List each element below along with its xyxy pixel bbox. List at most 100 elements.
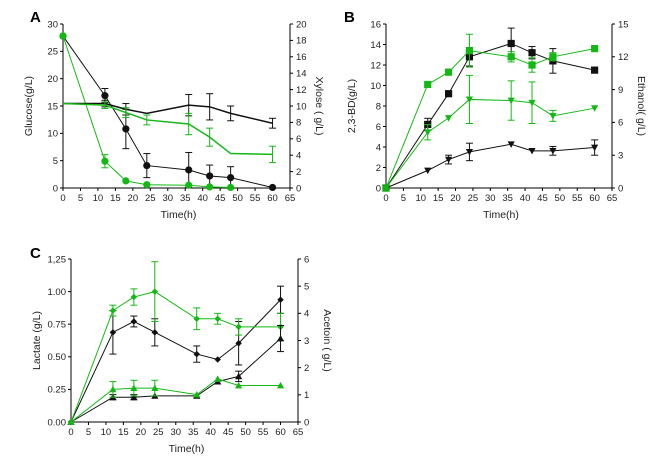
- data-point: [235, 339, 242, 347]
- x-axis-label: Time(h): [169, 443, 205, 455]
- x-tick-label: 5: [78, 193, 83, 204]
- y-tick-label-right: 6: [618, 118, 623, 129]
- y-tick-label-left: 1,25: [48, 254, 67, 265]
- data-point: [277, 296, 284, 303]
- series-3: [62, 101, 277, 164]
- data-point: [528, 49, 536, 57]
- data-point: [507, 39, 515, 48]
- data-point: [382, 185, 390, 192]
- x-tick-label: 65: [285, 193, 296, 204]
- y-tick-label-left: 0: [53, 183, 58, 194]
- x-tick-label: 15: [118, 427, 129, 438]
- y-axis-label-right: Xylose ( g/L): [313, 77, 325, 136]
- series-3: [67, 375, 285, 425]
- data-point: [591, 105, 599, 112]
- data-point: [444, 90, 453, 98]
- y-tick-label-left: 6: [376, 122, 381, 133]
- y-tick-label-right: 12: [296, 85, 307, 96]
- data-point: [101, 92, 109, 100]
- x-tick-label: 40: [197, 193, 208, 204]
- x-tick-label: 65: [607, 193, 618, 204]
- x-tick-label: 45: [537, 193, 548, 204]
- x-tick-label: 30: [170, 427, 181, 438]
- panel-label: A: [30, 9, 41, 26]
- y-tick-label-right: 0: [618, 183, 623, 194]
- y-tick-label-left: 0: [376, 183, 381, 194]
- x-tick-label: 0: [68, 427, 73, 438]
- data-point: [424, 167, 432, 175]
- y-tick-label-left: 20: [47, 74, 58, 85]
- y-tick-label-left: 0.50: [48, 352, 67, 363]
- y-tick-label-right: 5: [304, 281, 309, 292]
- data-point: [206, 183, 214, 191]
- series-3: [382, 74, 599, 192]
- x-tick-label: 0: [60, 193, 65, 204]
- panel-label: B: [344, 9, 355, 26]
- panel-b: B0 5 10 15 20 25 30 35 40 45 50 55 60 650246810121416…: [344, 9, 647, 221]
- series-line: [62, 35, 273, 188]
- y-tick-label-left: 10: [47, 129, 58, 140]
- data-point: [591, 144, 599, 152]
- x-tick-label: 50: [232, 193, 243, 204]
- data-point: [424, 129, 432, 136]
- x-tick-label: 25: [468, 193, 479, 204]
- y-tick-label-right: 6: [304, 254, 309, 265]
- y-tick-label-right: 16: [296, 52, 307, 63]
- series-line: [70, 378, 281, 423]
- data-point: [193, 315, 200, 323]
- series-line: [385, 98, 595, 189]
- x-tick-label: 5: [401, 193, 406, 204]
- y-tick-label-left: 8: [376, 101, 381, 112]
- y-tick-label-right: 1: [304, 390, 309, 401]
- data-point: [465, 96, 474, 104]
- x-tick-label: 30: [162, 193, 173, 204]
- data-point: [549, 53, 557, 61]
- series-0: [59, 32, 277, 192]
- data-point: [507, 53, 515, 61]
- x-tick-label: 45: [215, 193, 226, 204]
- x-axis-label: Time(h): [161, 209, 197, 221]
- data-point: [235, 372, 243, 380]
- data-point: [130, 293, 138, 301]
- series-1: [59, 32, 235, 192]
- data-point: [143, 161, 151, 170]
- y-tick-label-right: 8: [296, 118, 301, 129]
- data-point: [109, 329, 117, 336]
- data-point: [109, 385, 117, 393]
- y-tick-label-right: 9: [618, 85, 623, 96]
- data-point: [227, 174, 235, 182]
- x-tick-label: 20: [136, 427, 147, 438]
- panel-label: C: [30, 245, 41, 262]
- data-point: [507, 141, 515, 148]
- x-tick-label: 25: [145, 193, 156, 204]
- y-tick-label-left: 16: [370, 19, 381, 30]
- y-tick-label-left: 14: [370, 40, 381, 51]
- series-line: [70, 291, 281, 423]
- y-tick-label-right: 2: [304, 363, 309, 374]
- y-tick-label-right: 4: [304, 309, 309, 320]
- x-tick-label: 5: [86, 427, 91, 438]
- data-point: [444, 68, 453, 76]
- y-tick-label-left: 12: [370, 60, 381, 71]
- data-point: [193, 350, 200, 358]
- data-point: [214, 356, 221, 363]
- data-point: [591, 66, 599, 74]
- x-tick-label: 55: [250, 193, 261, 204]
- y-tick-label-right: 15: [618, 19, 629, 30]
- data-point: [206, 172, 214, 180]
- x-tick-label: 10: [415, 193, 426, 204]
- y-tick-label-left: 1.00: [48, 287, 67, 298]
- y-axis-label-left: 2,3-BD(g/L): [346, 79, 358, 133]
- series-1: [382, 33, 599, 192]
- x-tick-label: 20: [450, 193, 461, 204]
- y-tick-label-left: 0.75: [48, 320, 67, 331]
- data-point: [122, 125, 130, 133]
- data-point: [122, 177, 130, 185]
- y-axis-label-right: Ethanol( g/L): [635, 76, 647, 136]
- x-tick-label: 55: [572, 193, 583, 204]
- y-tick-label-right: 14: [296, 69, 307, 80]
- y-tick-label-left: 0.00: [48, 417, 67, 428]
- series-line: [385, 143, 595, 189]
- series-2: [67, 325, 285, 425]
- data-point: [276, 334, 285, 342]
